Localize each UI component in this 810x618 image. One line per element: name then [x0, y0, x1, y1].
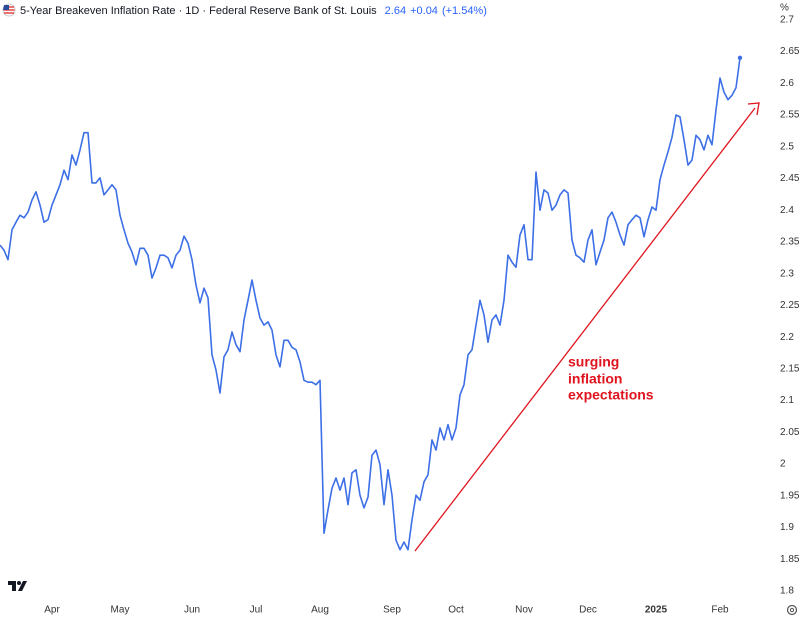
y-tick-label: 2.55 — [780, 110, 800, 121]
y-tick-label: 2.7 — [780, 14, 794, 25]
y-tick-label: 1.8 — [780, 586, 794, 597]
x-tick-label: Sep — [383, 605, 401, 616]
x-tick-label: Aug — [311, 605, 329, 616]
x-tick-label: Jun — [184, 605, 200, 616]
chart-title: 5-Year Breakeven Inflation Rate · 1D · F… — [20, 5, 377, 17]
y-unit: % — [780, 3, 789, 14]
data-line — [0, 57, 741, 551]
y-tick-label: 1.95 — [780, 490, 800, 501]
y-tick-label: 2 — [780, 459, 786, 470]
y-tick-label: 2.2 — [780, 332, 794, 343]
y-tick-label: 2.4 — [780, 205, 794, 216]
y-tick-label: 2.3 — [780, 268, 794, 279]
annotation: inflation — [568, 371, 622, 387]
y-tick-label: 2.5 — [780, 141, 794, 152]
y-tick-label: 1.85 — [780, 554, 800, 565]
x-tick-label: Oct — [448, 605, 464, 616]
last-value: 2.64 — [385, 5, 406, 17]
y-tick-label: 2.25 — [780, 300, 800, 311]
x-tick-label: Apr — [44, 605, 60, 616]
x-tick-label: Feb — [711, 605, 729, 616]
annotation: surging — [568, 354, 619, 370]
change: +0.04 — [410, 5, 438, 17]
annotation: expectations — [568, 387, 654, 403]
trend-arrow — [414, 102, 760, 552]
flag-icon — [2, 3, 16, 17]
x-tick-label: May — [111, 605, 130, 616]
y-tick-label: 2.45 — [780, 173, 800, 184]
x-tick-label: Nov — [515, 605, 533, 616]
settings-icon[interactable] — [786, 604, 798, 616]
change-percent: (+1.54%) — [442, 5, 487, 17]
last-point — [737, 55, 743, 61]
x-tick-label: Dec — [579, 605, 597, 616]
y-tick-label: 2.6 — [780, 78, 794, 89]
y-tick-label: 2.05 — [780, 427, 800, 438]
y-tick-label: 2.15 — [780, 363, 800, 374]
y-tick-label: 2.35 — [780, 237, 800, 248]
y-tick-label: 2.1 — [780, 395, 794, 406]
x-tick-label: 2025 — [645, 605, 668, 616]
x-tick-label: Jul — [250, 605, 263, 616]
tradingview-logo — [8, 581, 27, 591]
y-tick-label: 1.9 — [780, 522, 794, 533]
y-tick-label: 2.65 — [780, 46, 800, 57]
